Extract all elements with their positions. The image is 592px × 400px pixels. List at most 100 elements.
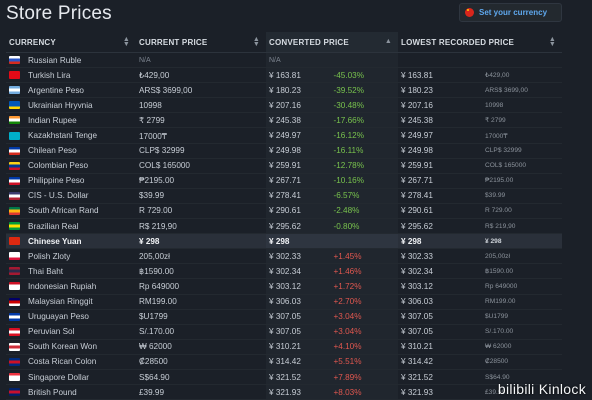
flag-icon [9,56,20,65]
lowest-converted-price: ¥ 310.21 [401,342,433,352]
currency-cell: Malaysian Ringgit [6,295,136,309]
current-price-cell: S/.170.00 [136,325,266,339]
table-row: South Korean Won ₩ 62000 ¥ 310.21 +4.10%… [6,339,562,355]
price-difference: +2.70% [333,297,362,307]
header-converted-price[interactable]: CONVERTED PRICE ▲ [266,32,398,52]
flag-icon [9,161,20,170]
current-price-cell: Rp 649000 [136,279,266,293]
current-price: COL$ 165000 [139,161,190,171]
lowest-original-price: 205,00zł [485,252,510,260]
lowest-original-price: Rp 649000 [485,282,518,290]
china-flag-icon [465,8,474,17]
price-difference: +7.89% [333,372,362,382]
current-price: $39.99 [139,191,165,201]
current-price-cell: R$ 219,90 [136,219,266,233]
converted-price: ¥ 321.93 [269,387,301,397]
converted-price-cell: ¥ 306.03 +2.70% [266,294,398,309]
current-price-cell: R 729.00 [136,204,266,218]
converted-price: ¥ 267.71 [269,176,301,186]
lowest-price-cell: ¥ 249.98 CLP$ 32999 [398,144,562,158]
currency-cell: South African Rand [6,204,136,218]
lowest-original-price: 10998 [485,101,504,109]
converted-price: ¥ 302.34 [269,266,301,276]
lowest-original-price: ₺429,00 [485,72,510,80]
lowest-price-cell: ¥ 290.61 R 729.00 [398,204,562,218]
current-price: ₱2195.00 [139,176,175,186]
header-lowest-price[interactable]: LOWEST RECORDED PRICE ▲ ▼ [401,36,556,48]
price-difference: -12.78% [333,161,365,171]
currency-cell: Uruguayan Peso [6,310,136,324]
price-difference: +5.51% [333,357,362,367]
currency-name: CIS - U.S. Dollar [28,191,89,201]
currency-name: Uruguayan Peso [28,312,89,322]
converted-price: ¥ 302.33 [269,251,301,261]
flag-icon [9,116,20,125]
price-difference: -10.16% [333,176,365,186]
current-price-cell: 205,00zł [136,249,266,263]
table-row: Argentine Peso ARS$ 3699,00 ¥ 180.23 -39… [6,83,562,99]
converted-price: ¥ 207.16 [269,100,301,110]
current-price: Rp 649000 [139,281,180,291]
flag-icon [9,86,20,95]
current-price-cell: ₩ 62000 [136,340,266,354]
lowest-converted-price: ¥ 295.62 [401,221,433,231]
currency-cell: Russian Ruble [6,53,136,67]
header-currency[interactable]: CURRENCY ▲ ▼ [9,36,130,48]
table-row: Philippine Peso ₱2195.00 ¥ 267.71 -10.16… [6,173,562,189]
table-row: Ukrainian Hryvnia 10998 ¥ 207.16 -30.48%… [6,98,562,114]
lowest-price-cell: ¥ 249.97 17000₸ [398,128,562,142]
current-price-cell: S$64.90 [136,370,266,384]
current-price: 205,00zł [139,251,170,261]
currency-name: Kazakhstani Tenge [28,131,98,141]
flag-icon [9,388,20,397]
currency-cell: Brazilian Real [6,219,136,233]
converted-price-cell: ¥ 249.98 -16.11% [266,143,398,158]
current-price: ARS$ 3699,00 [139,85,193,95]
header-current-price[interactable]: CURRENT PRICE ▲ ▼ [139,36,260,48]
currency-cell: Turkish Lira [6,68,136,82]
currency-name: Polish Zloty [28,251,71,261]
converted-price-cell: ¥ 259.91 -12.78% [266,158,398,173]
currency-cell: CIS - U.S. Dollar [6,189,136,203]
price-difference: +3.04% [333,312,362,322]
flag-icon [9,131,20,140]
currency-cell: Costa Rican Colon [6,355,136,369]
converted-price-cell: ¥ 267.71 -10.16% [266,173,398,188]
lowest-original-price: ₹ 2799 [485,117,506,125]
currency-name: Chilean Peso [28,146,77,156]
flag-icon [9,206,20,215]
lowest-price-cell: ¥ 321.52 S$64.90 [398,370,562,384]
lowest-price-cell: ¥ 295.62 R$ 219,90 [398,219,562,233]
flag-icon [9,357,20,366]
price-difference: -30.48% [333,100,365,110]
currency-cell: Singapore Dollar [6,370,136,384]
current-price-cell: 10998 [136,98,266,112]
table-row: Uruguayan Peso $U1799 ¥ 307.05 +3.04% ¥ … [6,309,562,325]
converted-price-cell: ¥ 302.34 +1.46% [266,264,398,279]
converted-price-cell: ¥ 163.81 -45.03% [266,68,398,83]
current-price: ₡28500 [139,357,168,367]
current-price: N/A [139,56,151,64]
table-row: South African Rand R 729.00 ¥ 290.61 -2.… [6,203,562,220]
currency-name: Russian Ruble [28,55,82,65]
currency-name: Malaysian Ringgit [28,297,93,307]
current-price: ₺429,00 [139,71,170,81]
currency-name: Chinese Yuan [28,236,82,246]
set-currency-button[interactable]: Set your currency [459,3,562,22]
lowest-price-cell: ¥ 314.42 ₡28500 [398,355,562,369]
lowest-converted-price: ¥ 321.93 [401,387,433,397]
lowest-price-cell: ¥ 321.93 £39.99 [398,385,562,399]
table-row: Costa Rican Colon ₡28500 ¥ 314.42 +5.51%… [6,354,562,370]
currency-name: Indian Rupee [28,115,77,125]
current-price: S/.170.00 [139,327,175,337]
lowest-original-price: £39.99 [485,388,506,396]
lowest-price-cell: ¥ 302.34 ฿1590.00 [398,264,562,278]
table-row: Peruvian Sol S/.170.00 ¥ 307.05 +3.04% ¥… [6,324,562,340]
lowest-converted-price: ¥ 278.41 [401,191,433,201]
current-price: 10998 [139,100,162,110]
prices-table: CURRENCY ▲ ▼ CURRENT PRICE ▲ ▼ CONVERTED P… [6,32,562,400]
lowest-price-cell: ¥ 180.23 ARS$ 3699,00 [398,83,562,97]
current-price-cell: ₺429,00 [136,68,266,82]
converted-price: ¥ 314.42 [269,357,301,367]
currency-cell: Thai Baht [6,264,136,278]
